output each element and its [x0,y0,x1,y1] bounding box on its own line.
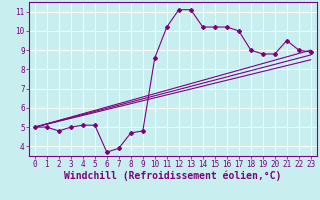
X-axis label: Windchill (Refroidissement éolien,°C): Windchill (Refroidissement éolien,°C) [64,171,282,181]
